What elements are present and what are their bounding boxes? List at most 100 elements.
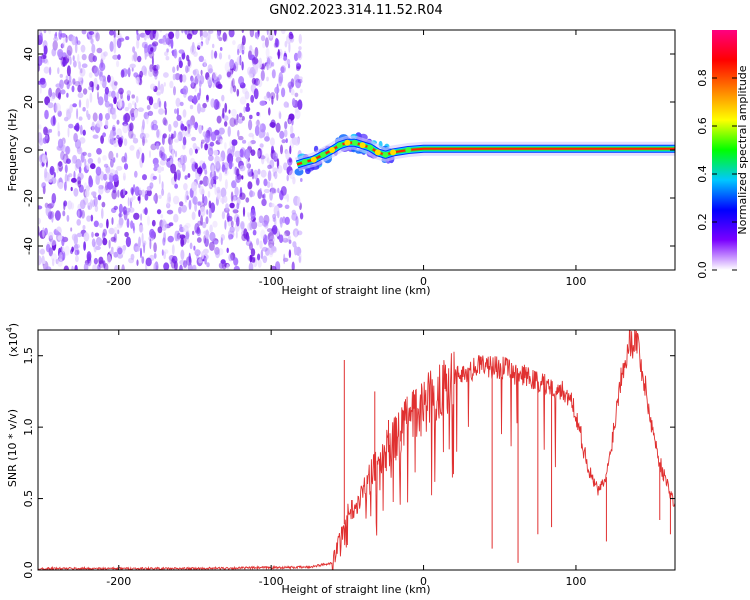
snr-multiplier-close: ) (7, 323, 20, 327)
noise-speckle (101, 208, 104, 219)
noise-speckle (45, 134, 49, 140)
noise-speckle (64, 245, 70, 256)
noise-speckle (274, 216, 277, 228)
noise-speckle (186, 238, 190, 244)
noise-speckle (88, 31, 95, 35)
noise-speckle (190, 44, 196, 55)
noise-speckle (90, 163, 96, 170)
noise-speckle (194, 223, 200, 233)
track-dot (359, 142, 366, 149)
noise-speckle (210, 98, 216, 108)
noise-speckle (232, 40, 236, 46)
noise-speckle (142, 138, 148, 144)
noise-speckle (99, 76, 104, 85)
noise-speckle (280, 186, 287, 196)
noise-speckle (251, 77, 256, 85)
noise-speckle (118, 138, 123, 148)
noise-speckle (106, 218, 109, 229)
noise-speckle (186, 33, 193, 40)
x-tick-label: 0 (420, 575, 427, 588)
noise-speckle (81, 209, 85, 219)
noise-speckle (96, 47, 103, 54)
noise-speckle (131, 67, 134, 72)
noise-speckle (52, 258, 55, 267)
snr-frame (37, 329, 676, 571)
noise-speckle (76, 219, 81, 226)
noise-speckle (102, 132, 106, 138)
noise-speckle (146, 189, 152, 197)
noise-speckle (274, 171, 278, 180)
noise-speckle (39, 85, 42, 94)
noise-speckle (144, 193, 149, 201)
noise-speckle (82, 107, 86, 112)
noise-speckle (262, 220, 269, 227)
noise-speckle (178, 206, 182, 214)
noise-speckle (266, 59, 269, 71)
noise-speckle (126, 218, 130, 229)
noise-speckle (193, 95, 198, 105)
noise-speckle (242, 35, 246, 46)
noise-speckle (208, 68, 214, 74)
noise-speckle (66, 45, 73, 56)
noise-speckle (178, 134, 182, 140)
noise-speckle (249, 73, 254, 79)
noise-speckle (225, 203, 229, 211)
noise-speckle (237, 129, 240, 138)
noise-speckle (110, 236, 116, 242)
noise-speckle (239, 192, 246, 200)
noise-speckle (240, 222, 245, 232)
noise-speckle (53, 230, 60, 236)
noise-speckle (202, 31, 209, 38)
noise-speckle (176, 64, 179, 71)
noise-speckle (207, 76, 212, 86)
noise-speckle (208, 155, 214, 162)
noise-speckle (45, 266, 52, 270)
noise-speckle (38, 124, 42, 130)
noise-speckle (151, 124, 159, 131)
noise-speckle (296, 66, 301, 72)
noise-speckle (72, 55, 75, 62)
noise-speckle (208, 208, 212, 219)
noise-speckle (218, 52, 223, 60)
noise-speckle (247, 168, 252, 178)
noise-speckle (220, 187, 227, 198)
x-tick-label: -100 (259, 275, 284, 288)
noise-speckle (97, 194, 102, 201)
noise-speckle (39, 78, 46, 85)
noise-speckle (102, 228, 108, 237)
noise-speckle (171, 255, 178, 264)
noise-speckle (46, 60, 49, 65)
noise-speckle (299, 212, 304, 220)
noise-speckle (259, 155, 266, 160)
noise-speckle (216, 186, 221, 194)
noise-speckle (246, 234, 250, 242)
noise-speckle (143, 111, 149, 120)
noise-speckle (174, 230, 179, 242)
noise-speckle (284, 59, 288, 67)
noise-speckle (76, 108, 79, 120)
noise-speckle (169, 258, 172, 265)
noise-speckle (115, 32, 122, 39)
noise-speckle (81, 30, 87, 35)
track-blob (305, 167, 311, 175)
noise-speckle (224, 142, 227, 150)
noise-speckle (77, 180, 82, 188)
noise-speckle (108, 135, 114, 145)
noise-speckle (196, 167, 203, 175)
noise-speckle (281, 30, 286, 35)
noise-speckle (236, 202, 240, 210)
noise-speckle (198, 80, 202, 88)
noise-speckle (90, 38, 94, 45)
noise-speckle (120, 91, 123, 99)
noise-speckle (161, 166, 164, 172)
noise-speckle (193, 51, 198, 57)
noise-speckle (231, 59, 235, 66)
noise-speckle (112, 157, 116, 163)
track-dot (344, 139, 351, 146)
noise-speckle (58, 92, 61, 100)
noise-speckle (79, 67, 86, 77)
noise-speckle (67, 126, 70, 138)
noise-speckle (230, 220, 234, 228)
noise-speckle (121, 135, 124, 141)
noise-speckle (274, 37, 279, 48)
